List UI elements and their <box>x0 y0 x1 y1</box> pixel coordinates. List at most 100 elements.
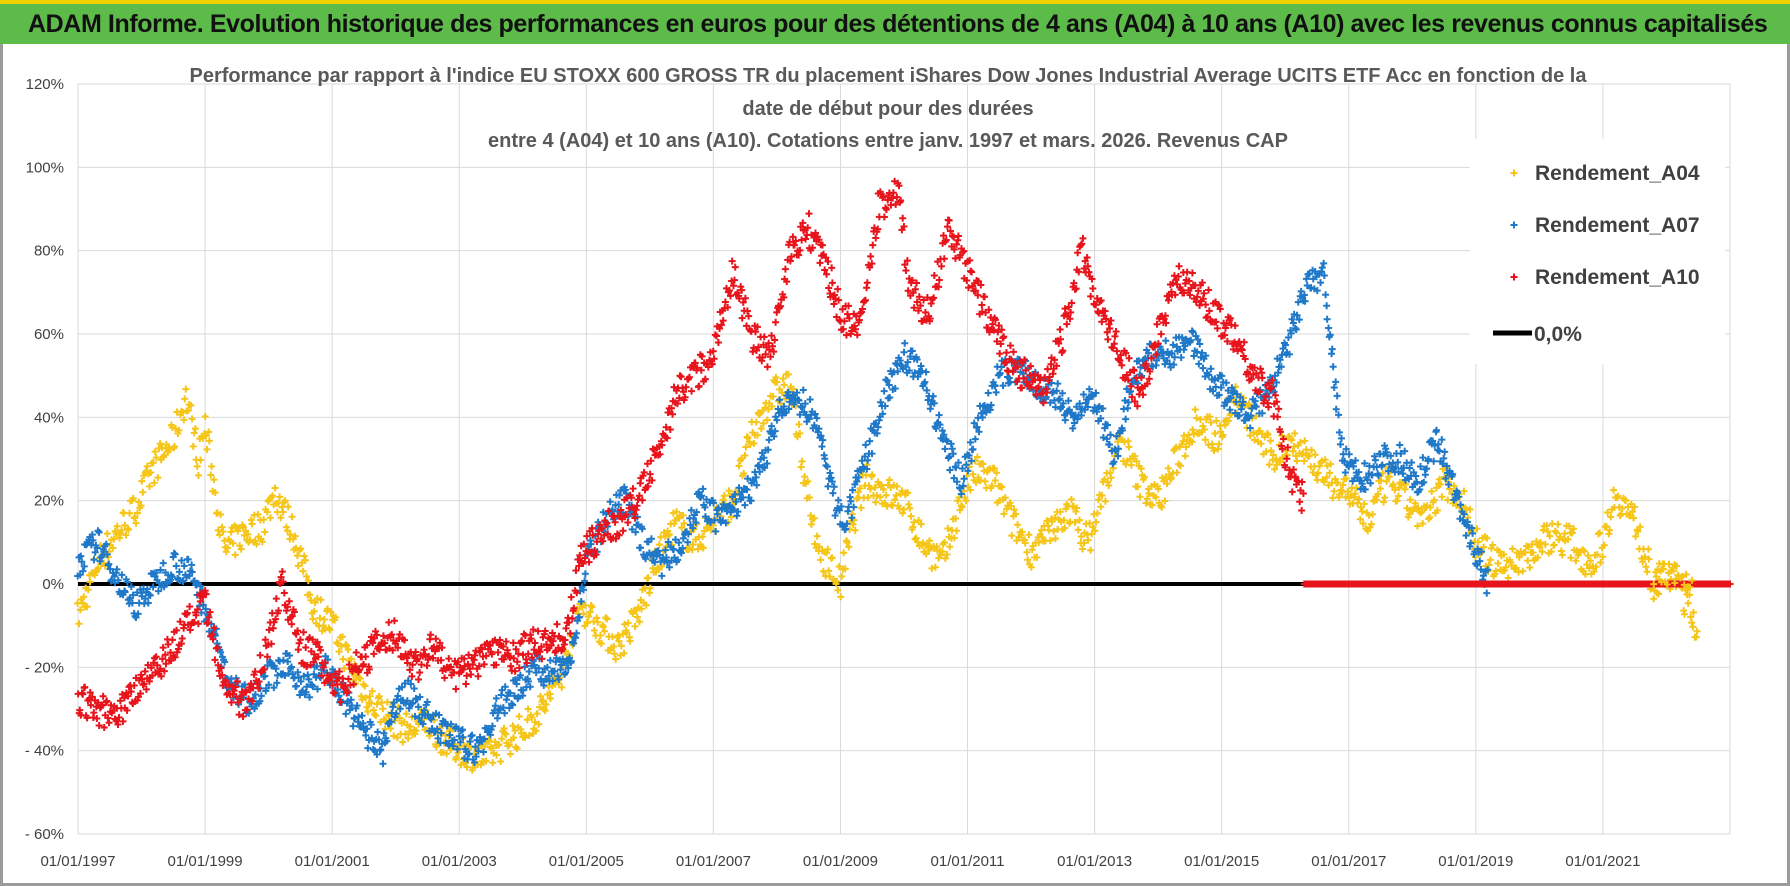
point-a10 <box>972 287 980 295</box>
point-a04 <box>817 556 825 564</box>
point-a04 <box>1311 451 1319 459</box>
point-a10 <box>1284 443 1292 451</box>
point-a10 <box>1193 293 1201 301</box>
point-a07 <box>303 683 311 691</box>
point-a07 <box>346 706 354 714</box>
point-a10 <box>763 363 771 371</box>
point-a10 <box>575 562 583 570</box>
point-a10 <box>902 267 910 275</box>
point-a07 <box>815 425 823 433</box>
point-a04 <box>917 520 925 528</box>
point-a04 <box>217 510 225 518</box>
point-a10 <box>745 312 753 320</box>
point-a10 <box>123 706 131 714</box>
point-a04 <box>268 492 276 500</box>
y-tick-label: 80% <box>34 243 64 260</box>
point-a07 <box>819 436 827 444</box>
point-a04 <box>284 503 292 511</box>
point-a04 <box>294 562 302 570</box>
point-a04 <box>1200 425 1208 433</box>
point-a04 <box>1308 446 1316 454</box>
point-a04 <box>931 563 939 571</box>
point-a10 <box>953 240 961 248</box>
point-a10 <box>362 653 370 661</box>
point-a07 <box>437 729 445 737</box>
point-a10 <box>1237 345 1245 353</box>
point-a07 <box>710 499 718 507</box>
point-a10 <box>460 655 468 663</box>
point-a07 <box>102 540 110 548</box>
point-a04 <box>1143 495 1151 503</box>
point-a10 <box>725 286 733 294</box>
point-a04 <box>798 457 806 465</box>
point-a04 <box>113 522 121 530</box>
point-a10 <box>1292 473 1300 481</box>
point-a04 <box>895 504 903 512</box>
point-a07 <box>949 450 957 458</box>
point-a10 <box>685 373 693 381</box>
point-a07 <box>780 402 788 410</box>
point-a07 <box>353 702 361 710</box>
point-a10 <box>1107 316 1115 324</box>
point-a04 <box>1356 515 1364 523</box>
point-a04 <box>946 543 954 551</box>
point-a07 <box>675 539 683 547</box>
point-a04 <box>1639 558 1647 566</box>
point-a04 <box>1305 452 1313 460</box>
point-a07 <box>1054 380 1062 388</box>
point-a07 <box>1320 259 1328 267</box>
point-a04 <box>278 503 286 511</box>
point-a07 <box>446 731 454 739</box>
point-a07 <box>880 387 888 395</box>
point-a07 <box>997 363 1005 371</box>
point-a07 <box>1335 411 1343 419</box>
point-a04 <box>316 614 324 622</box>
point-a10 <box>344 688 352 696</box>
point-a04 <box>699 544 707 552</box>
point-a10 <box>280 589 288 597</box>
point-a07 <box>1145 349 1153 357</box>
point-a04 <box>207 471 215 479</box>
point-a07 <box>525 668 533 676</box>
point-a07 <box>753 481 761 489</box>
point-a07 <box>1443 462 1451 470</box>
point-a10 <box>186 626 194 634</box>
point-a07 <box>1335 428 1343 436</box>
point-a04 <box>1565 522 1573 530</box>
point-a04 <box>1376 485 1384 493</box>
point-a07 <box>539 668 547 676</box>
point-a07 <box>479 748 487 756</box>
point-a10 <box>1154 340 1162 348</box>
point-a04 <box>1485 561 1493 569</box>
point-a07 <box>999 382 1007 390</box>
point-a10 <box>137 671 145 679</box>
point-a10 <box>1157 330 1165 338</box>
point-a04 <box>304 577 312 585</box>
point-a07 <box>1329 363 1337 371</box>
point-a10 <box>680 388 688 396</box>
point-a07 <box>1439 460 1447 468</box>
x-tick-label: 01/01/2013 <box>1057 853 1132 870</box>
point-a04 <box>219 527 227 535</box>
point-a10 <box>425 653 433 661</box>
point-a04 <box>1215 440 1223 448</box>
point-a04 <box>740 469 748 477</box>
point-a10 <box>1122 349 1130 357</box>
point-a10 <box>811 229 819 237</box>
point-a10 <box>1020 374 1028 382</box>
point-a04 <box>1067 495 1075 503</box>
point-a10 <box>809 244 817 252</box>
point-a07 <box>894 367 902 375</box>
point-a07 <box>487 726 495 734</box>
point-a07 <box>380 729 388 737</box>
point-a07 <box>1292 326 1300 334</box>
point-a07 <box>883 376 891 384</box>
point-a04 <box>307 596 315 604</box>
legend-box <box>1470 139 1725 364</box>
point-a04 <box>925 537 933 545</box>
point-a10 <box>1298 478 1306 486</box>
point-a10 <box>908 276 916 284</box>
point-a07 <box>692 519 700 527</box>
point-a07 <box>943 437 951 445</box>
point-a07 <box>516 671 524 679</box>
